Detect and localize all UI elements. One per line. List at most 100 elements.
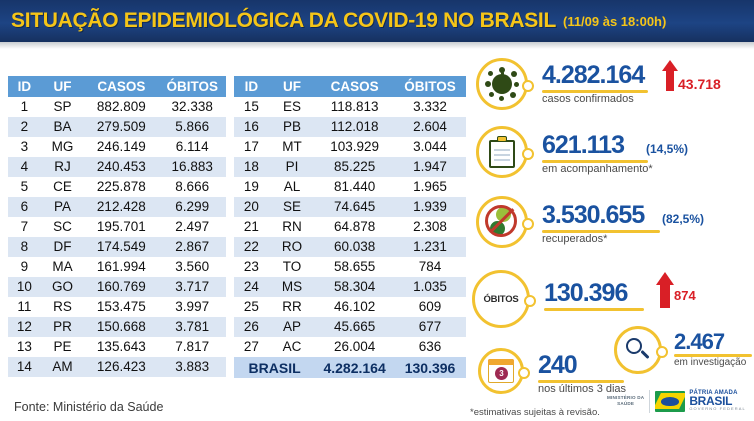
calendar-badge: 3 [499, 369, 504, 378]
state-id: 23 [234, 257, 269, 277]
state-uf: CE [40, 177, 85, 197]
footer-logos: MINISTÉRIO DA SAÚDE PÁTRIA AMADA BRASIL … [607, 390, 746, 413]
table-row: 22 RO 60.038 1.231 [234, 237, 466, 257]
source-note: Fonte: Ministério da Saúde [14, 400, 164, 414]
state-uf: RR [268, 297, 316, 317]
table-row: 13 PE 135.643 7.817 [8, 337, 226, 357]
brasil-logo-line3: GOVERNO FEDERAL [689, 406, 746, 411]
state-uf: PR [40, 317, 85, 337]
state-uf: MA [40, 257, 85, 277]
state-id: 22 [234, 237, 269, 257]
confirmed-up-arrow-stem [666, 71, 674, 91]
state-uf: SC [40, 217, 85, 237]
state-casos: 103.929 [315, 137, 395, 157]
state-obitos: 5.866 [158, 117, 226, 137]
virus-icon [476, 58, 534, 110]
monitoring-percent: (14,5%) [646, 142, 689, 156]
statistics-panel: 4.282.164 casos confirmados 43.718 621.1… [466, 48, 754, 421]
state-uf: RN [268, 217, 316, 237]
state-id: 25 [234, 297, 269, 317]
state-obitos: 3.044 [394, 137, 466, 157]
magnifier-icon [614, 326, 668, 374]
total-obitos: 130.396 [394, 357, 466, 378]
state-uf: PE [40, 337, 85, 357]
last-3-days-caption: nos últimos 3 dias [538, 383, 627, 395]
state-id: 16 [234, 117, 269, 137]
monitoring-value: 621.113 [542, 131, 625, 159]
state-uf: PA [40, 197, 85, 217]
deaths-icon: ÓBITOS [472, 270, 536, 328]
page-header: SITUAÇÃO EPIDEMIOLÓGICA DA COVID-19 NO B… [0, 0, 754, 42]
table-row: 23 TO 58.655 784 [234, 257, 466, 277]
table-row: 8 DF 174.549 2.867 [8, 237, 226, 257]
header-date: (11/09 às 18:00h) [562, 13, 667, 29]
table-row: 20 SE 74.645 1.939 [234, 197, 466, 217]
deaths-underline [544, 308, 644, 311]
confirmed-cases-caption: casos confirmados [542, 93, 634, 105]
state-obitos: 2.308 [394, 217, 466, 237]
state-obitos: 1.939 [394, 197, 466, 217]
state-id: 10 [8, 277, 41, 297]
state-uf: GO [40, 277, 85, 297]
table-row: 14 AM 126.423 3.883 [8, 357, 226, 377]
table-row: 27 AC 26.004 636 [234, 337, 466, 357]
state-obitos: 2.497 [158, 217, 226, 237]
table-row: 26 AP 45.665 677 [234, 317, 466, 337]
state-uf: RS [40, 297, 85, 317]
state-obitos: 1.947 [394, 157, 466, 177]
state-uf: PI [268, 157, 316, 177]
state-casos: 126.423 [84, 357, 159, 377]
state-obitos: 2.604 [394, 117, 466, 137]
table-header-row: ID UF CASOS ÓBITOS [234, 76, 466, 97]
state-casos: 45.665 [315, 317, 395, 337]
state-uf: AC [268, 337, 316, 357]
table-row: 21 RN 64.878 2.308 [234, 217, 466, 237]
state-uf: ES [268, 97, 316, 117]
state-id: 7 [8, 217, 41, 237]
state-obitos: 609 [394, 297, 466, 317]
state-id: 6 [8, 197, 41, 217]
state-obitos: 1.231 [394, 237, 466, 257]
states-table-right: ID UF CASOS ÓBITOS 15 ES 118.813 3.332 16 PB 1… [234, 76, 466, 378]
state-casos: 174.549 [84, 237, 159, 257]
state-casos: 74.645 [315, 197, 395, 217]
column-header-casos: CASOS [84, 76, 159, 97]
table-row: 11 RS 153.475 3.997 [8, 297, 226, 317]
state-uf: SE [268, 197, 316, 217]
state-obitos: 6.299 [158, 197, 226, 217]
state-uf: TO [268, 257, 316, 277]
state-obitos: 3.883 [158, 357, 226, 377]
ministry-logo-line2: SAÚDE [617, 401, 635, 407]
state-obitos: 3.997 [158, 297, 226, 317]
column-header-uf: UF [40, 76, 85, 97]
confirmed-underline [542, 90, 648, 93]
table-row: 10 GO 160.769 3.717 [8, 277, 226, 297]
state-casos: 246.149 [84, 137, 159, 157]
state-casos: 882.809 [84, 97, 159, 117]
last-3-days-underline [538, 380, 624, 383]
column-header-obitos: ÓBITOS [394, 76, 466, 97]
state-uf: RO [268, 237, 316, 257]
recovered-value: 3.530.655 [542, 201, 645, 229]
states-table-left: ID UF CASOS ÓBITOS 1 SP 882.809 32.338 2 BA 27… [8, 76, 226, 377]
state-id: 5 [8, 177, 41, 197]
state-id: 17 [234, 137, 269, 157]
state-id: 19 [234, 177, 269, 197]
state-id: 4 [8, 157, 41, 177]
state-casos: 240.453 [84, 157, 159, 177]
header-shadow [0, 42, 754, 49]
state-uf: BA [40, 117, 85, 137]
investigation-value: 2.467 [674, 329, 725, 354]
state-obitos: 1.965 [394, 177, 466, 197]
deaths-value: 130.396 [544, 279, 628, 307]
state-id: 27 [234, 337, 269, 357]
state-id: 13 [8, 337, 41, 357]
state-obitos: 1.035 [394, 277, 466, 297]
table-row: 9 MA 161.994 3.560 [8, 257, 226, 277]
state-casos: 135.643 [84, 337, 159, 357]
deaths-delta: 874 [674, 288, 696, 303]
state-id: 15 [234, 97, 269, 117]
state-uf: MG [40, 137, 85, 157]
state-casos: 225.878 [84, 177, 159, 197]
state-uf: SP [40, 97, 85, 117]
